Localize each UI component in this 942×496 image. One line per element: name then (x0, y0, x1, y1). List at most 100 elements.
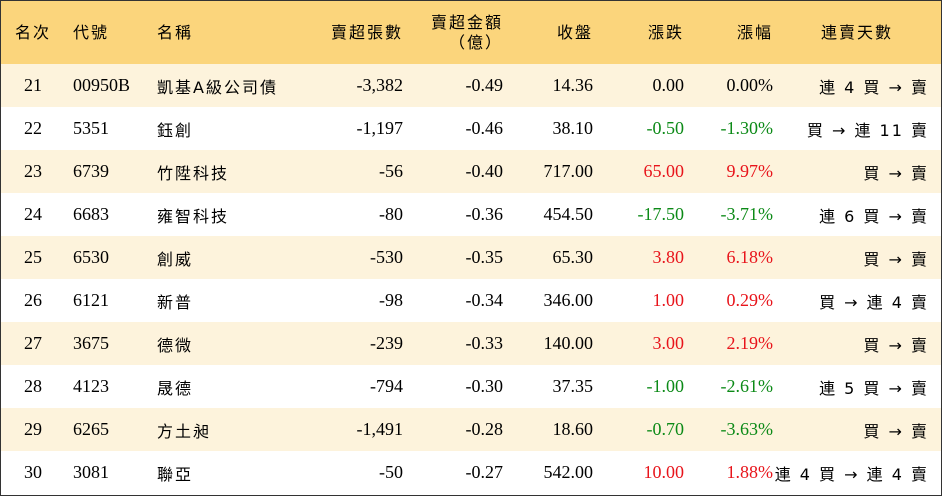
streak-cell: 買 → 連 4 賣 (819, 292, 929, 312)
header-net-sell-amount: 賣超金額 （億） (403, 1, 503, 64)
header-net-sell-amount-line1: 賣超金額 (430, 12, 503, 32)
change-pct-cell: -2.61% (720, 376, 774, 396)
table-row: 21 00950B 凱基A級公司債 -3,382 -0.49 14.36 0.00 0.00%… (1, 64, 941, 107)
change-cell: -0.50 (646, 118, 685, 138)
change-cell: 0.00 (652, 75, 685, 95)
name-cell: 聯亞 (157, 464, 194, 484)
rank-cell: 27 (24, 333, 42, 353)
net-sell-lots-cell: -80 (379, 204, 403, 224)
name-cell: 鈺創 (157, 120, 194, 140)
net-sell-amount-cell: -0.40 (465, 161, 504, 181)
change-cell: 3.80 (652, 247, 685, 267)
close-price-cell: 542.00 (543, 462, 594, 482)
rank-cell: 30 (24, 462, 42, 482)
net-sell-lots-cell: -794 (370, 376, 403, 396)
code-cell: 6683 (73, 204, 109, 224)
rank-cell: 28 (24, 376, 42, 396)
streak-cell: 買 → 賣 (863, 335, 929, 355)
code-cell: 5351 (73, 118, 109, 138)
name-cell: 晟德 (157, 378, 194, 398)
header-close: 收盤 (556, 22, 593, 42)
net-sell-amount-cell: -0.34 (465, 290, 504, 310)
code-cell: 6739 (73, 161, 109, 181)
streak-cell: 買 → 連 11 賣 (806, 120, 929, 140)
net-sell-amount-cell: -0.35 (465, 247, 504, 267)
net-sell-amount-cell: -0.33 (465, 333, 504, 353)
name-cell: 創威 (157, 249, 194, 269)
net-sell-lots-cell: -1,197 (356, 118, 404, 138)
streak-cell: 買 → 賣 (863, 249, 929, 269)
change-pct-cell: 1.88% (726, 462, 774, 482)
table-row: 22 5351 鈺創 -1,197 -0.46 38.10 -0.50 -1.30% 買 → 連… (1, 107, 941, 150)
change-cell: 10.00 (643, 462, 685, 482)
header-net-sell-amount-line2: （億） (448, 32, 503, 52)
table-row: 29 6265 方土昶 -1,491 -0.28 18.60 -0.70 -3.63% 買 → … (1, 408, 941, 451)
rank-cell: 24 (24, 204, 42, 224)
streak-cell: 買 → 賣 (863, 163, 929, 183)
net-sell-lots-cell: -239 (370, 333, 403, 353)
net-sell-lots-cell: -530 (370, 247, 403, 267)
change-pct-cell: -1.30% (720, 118, 774, 138)
code-cell: 3081 (73, 462, 109, 482)
code-cell: 3675 (73, 333, 109, 353)
table-row: 25 6530 創威 -530 -0.35 65.30 3.80 6.18% 買 → 賣 (1, 236, 941, 279)
close-price-cell: 14.36 (552, 75, 594, 95)
net-sell-lots-cell: -3,382 (356, 75, 404, 95)
change-pct-cell: 6.18% (726, 247, 774, 267)
change-pct-cell: -3.63% (720, 419, 774, 439)
rank-cell: 22 (24, 118, 42, 138)
net-sell-lots-cell: -1,491 (356, 419, 404, 439)
change-cell: 1.00 (652, 290, 685, 310)
header-net-sell-lots: 賣超張數 (330, 22, 403, 42)
streak-cell: 連 6 買 → 賣 (819, 206, 929, 226)
close-price-cell: 37.35 (552, 376, 594, 396)
table-row: 30 3081 聯亞 -50 -0.27 542.00 10.00 1.88% 連 4 買 → … (1, 451, 941, 494)
rank-cell: 23 (24, 161, 42, 181)
net-sell-amount-cell: -0.27 (465, 462, 504, 482)
name-cell: 新普 (157, 292, 194, 312)
name-cell: 德微 (157, 335, 194, 355)
change-cell: -1.00 (646, 376, 685, 396)
change-cell: -0.70 (646, 419, 685, 439)
close-price-cell: 346.00 (543, 290, 594, 310)
change-cell: -17.50 (637, 204, 685, 224)
net-sell-lots-cell: -50 (379, 462, 403, 482)
close-price-cell: 717.00 (543, 161, 594, 181)
header-change: 漲跌 (647, 22, 684, 42)
header-streak: 連賣天數 (820, 22, 893, 42)
change-pct-cell: -3.71% (720, 204, 774, 224)
close-price-cell: 38.10 (552, 118, 594, 138)
net-sell-lots-cell: -56 (379, 161, 403, 181)
change-cell: 65.00 (643, 161, 685, 181)
change-cell: 3.00 (652, 333, 685, 353)
table-row: 26 6121 新普 -98 -0.34 346.00 1.00 0.29% 買 → 連 4 賣 (1, 279, 941, 322)
name-cell: 竹陞科技 (157, 163, 230, 183)
rank-cell: 26 (24, 290, 42, 310)
close-price-cell: 65.30 (552, 247, 594, 267)
header-rank: 名次 (14, 22, 51, 42)
streak-cell: 連 4 買 → 賣 (819, 77, 929, 97)
rank-cell: 29 (24, 419, 42, 439)
change-pct-cell: 0.29% (726, 290, 774, 310)
net-sell-amount-cell: -0.28 (465, 419, 504, 439)
table-row: 28 4123 晟德 -794 -0.30 37.35 -1.00 -2.61% 連 5 買 →… (1, 365, 941, 408)
name-cell: 方土昶 (157, 421, 212, 441)
table-row: 24 6683 雍智科技 -80 -0.36 454.50 -17.50 -3.71% 連 6 … (1, 193, 941, 236)
close-price-cell: 454.50 (543, 204, 594, 224)
name-cell: 凱基A級公司債 (157, 77, 278, 97)
change-pct-cell: 9.97% (726, 161, 774, 181)
code-cell: 6530 (73, 247, 109, 267)
name-cell: 雍智科技 (157, 206, 230, 226)
code-cell: 4123 (73, 376, 109, 396)
header-change-pct: 漲幅 (736, 22, 773, 42)
streak-cell: 連 5 買 → 賣 (819, 378, 929, 398)
streak-cell: 連 4 買 → 連 4 賣 (774, 464, 929, 484)
header-code: 代號 (73, 22, 110, 42)
table-header: 名次 代號 名稱 賣超張數 賣超金額 （億） 收盤 漲跌 漲幅 連賣天數 (1, 1, 941, 64)
change-pct-cell: 2.19% (726, 333, 774, 353)
change-pct-cell: 0.00% (726, 75, 774, 95)
header-row: 名次 代號 名稱 賣超張數 賣超金額 （億） 收盤 漲跌 漲幅 連賣天數 (1, 1, 941, 64)
close-price-cell: 18.60 (552, 419, 594, 439)
net-sell-amount-cell: -0.46 (465, 118, 504, 138)
